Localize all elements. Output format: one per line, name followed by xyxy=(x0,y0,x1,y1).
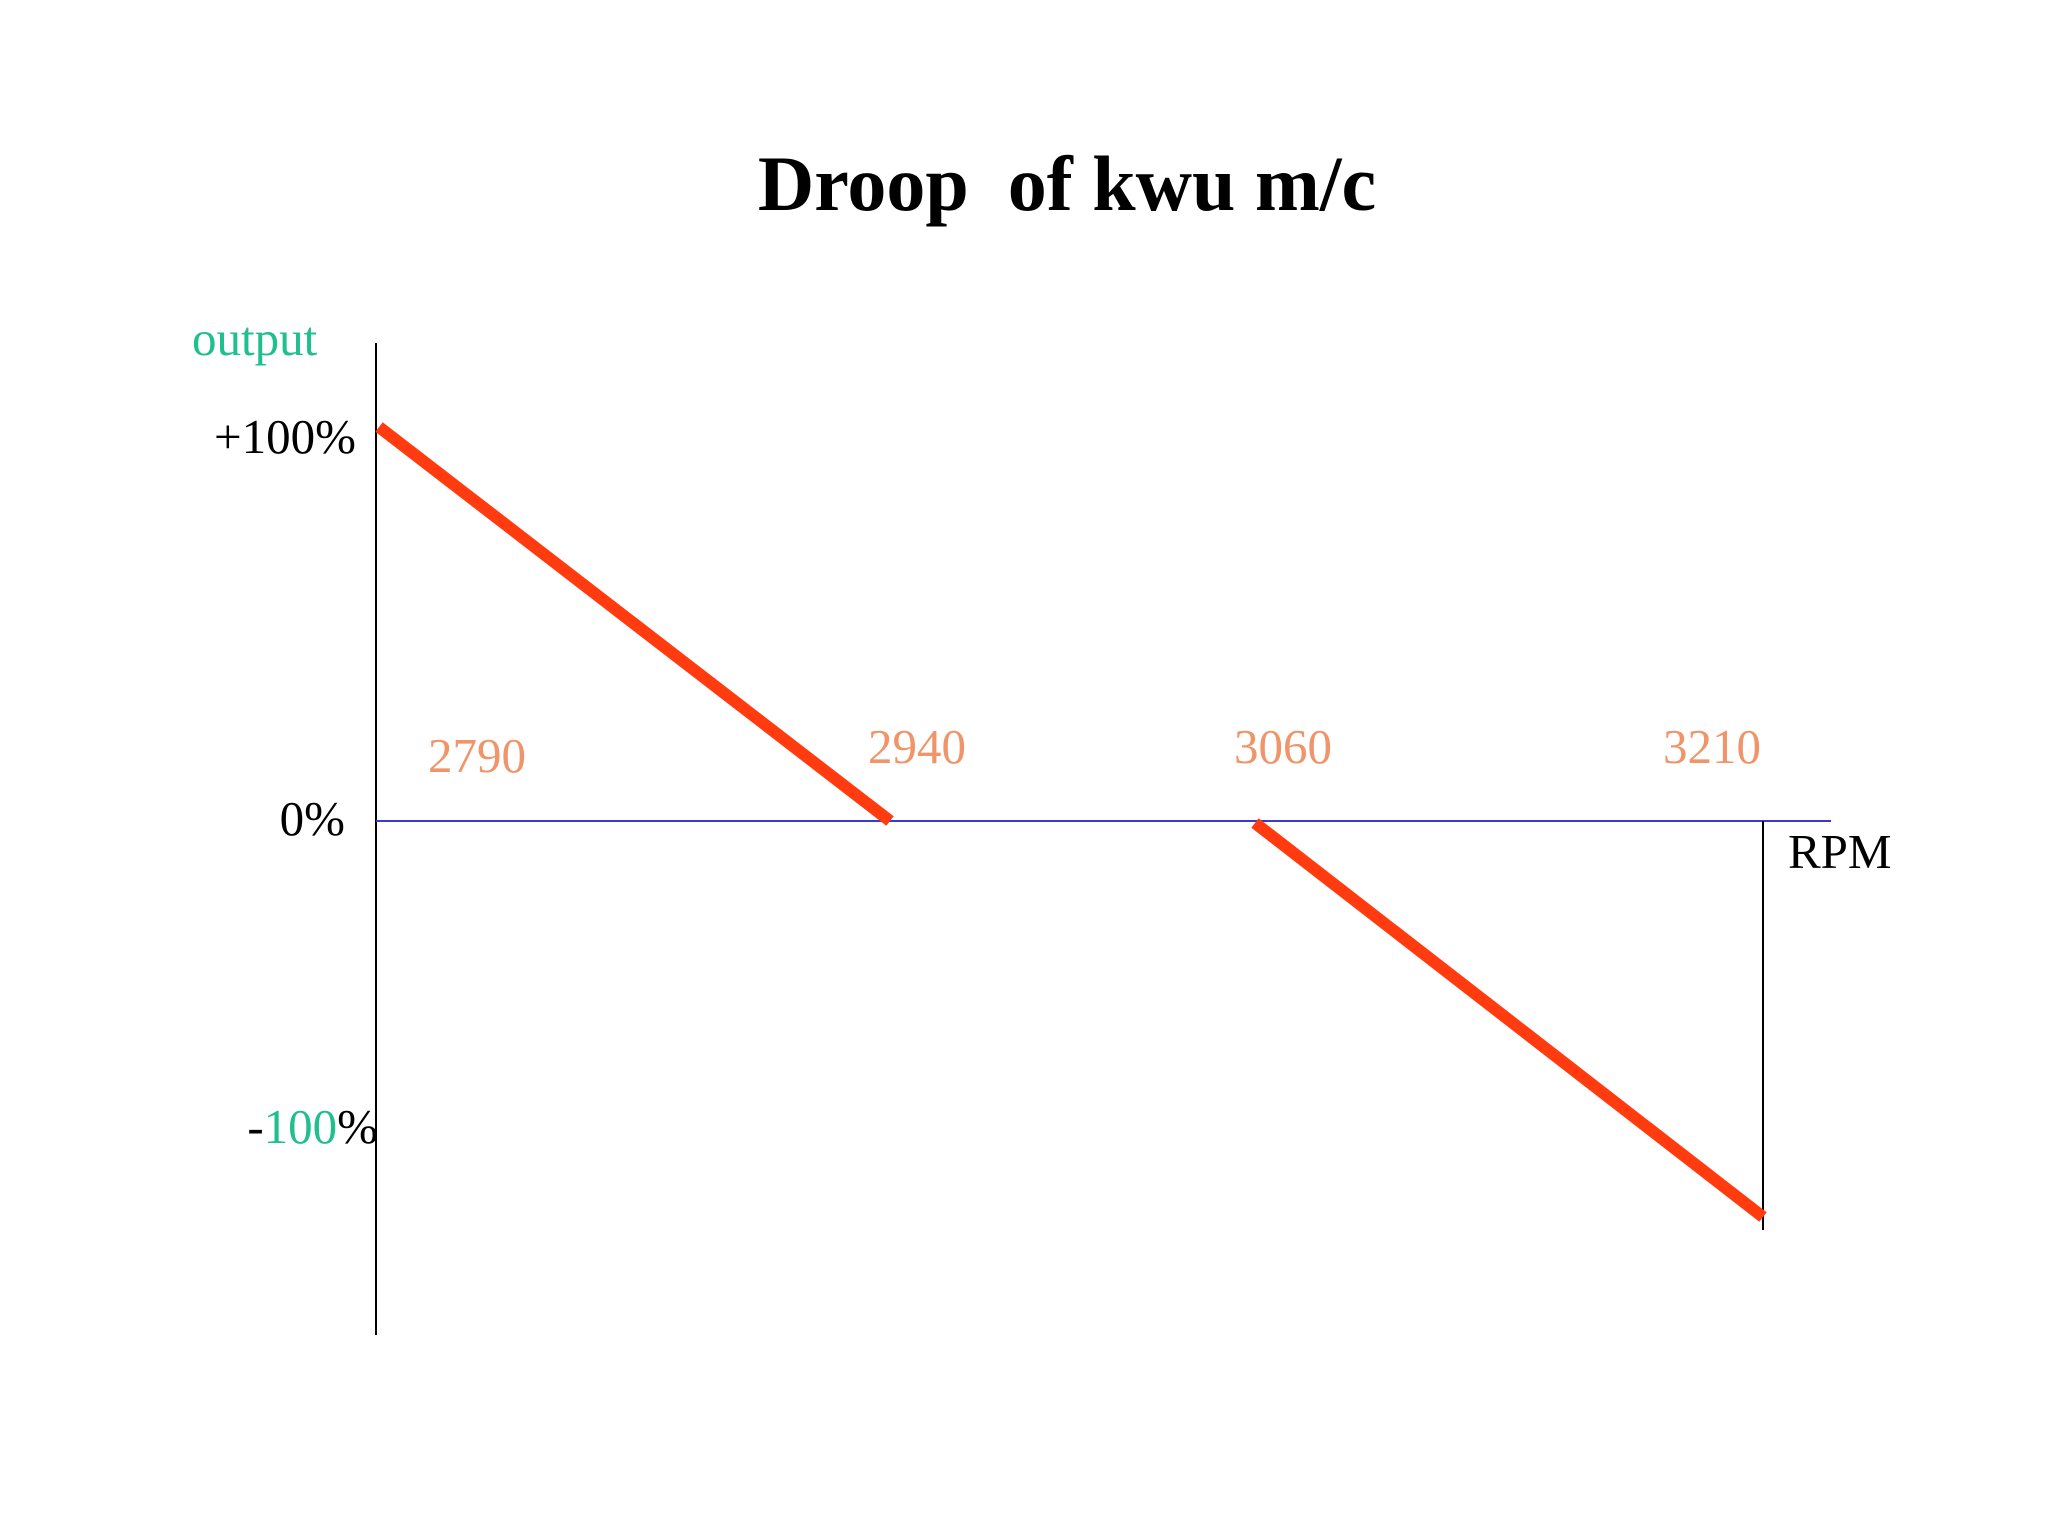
axes xyxy=(375,343,1831,1335)
x-tick-labels: 2790 2940 3060 3210 xyxy=(428,719,1761,783)
y-axis-label: output xyxy=(192,311,318,366)
x-tick-label: 3060 xyxy=(1234,719,1332,774)
x-tick-label: 2790 xyxy=(428,728,526,783)
droop-line-2 xyxy=(1251,818,1767,1222)
y-tick-label: +100% xyxy=(214,409,356,464)
chart-title: Droop of kwu m/c xyxy=(757,140,1377,227)
y-tick-label: 0% xyxy=(280,791,345,846)
x-axis-label: RPM xyxy=(1788,824,1892,879)
droop-line-1 xyxy=(375,422,894,826)
series-lines xyxy=(375,422,1767,1222)
x-tick-label: 2940 xyxy=(868,719,966,774)
y-tick-label: -100% xyxy=(247,1099,378,1154)
y-tick-labels: +100% 0% -100% xyxy=(214,409,378,1154)
x-tick-label: 3210 xyxy=(1663,719,1761,774)
